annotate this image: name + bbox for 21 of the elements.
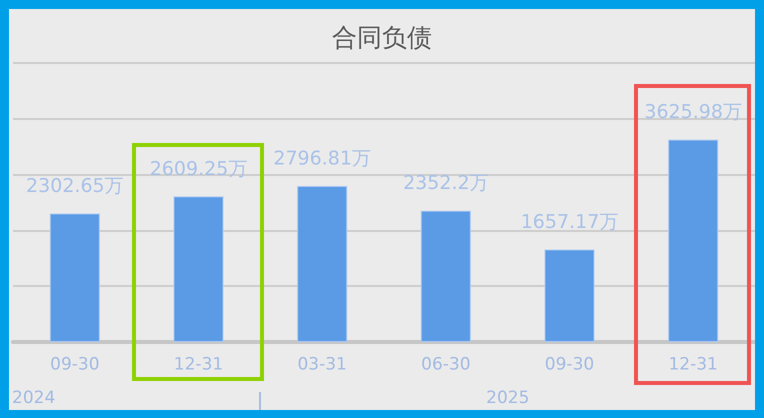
text: 2024 (12, 388, 56, 408)
bar (668, 140, 718, 342)
data-label: 2609.25万 (150, 158, 248, 180)
bar (50, 214, 100, 342)
x-tick-label: 12-31 (668, 354, 718, 374)
x-tick-label: 03-31 (297, 354, 347, 374)
text: 2025 (486, 388, 530, 408)
bar (544, 250, 594, 342)
x-tick-label: 06-30 (421, 354, 471, 374)
bar (174, 196, 224, 342)
x-tick-label: 09-30 (50, 354, 100, 374)
data-label: 2796.81万 (273, 147, 371, 170)
bar (420, 210, 471, 342)
x-tick-label: 09-30 (544, 354, 594, 374)
data-label: 2352.2万 (403, 172, 489, 194)
x-tick-label: 12-31 (174, 354, 224, 374)
data-label: 1657.17万 (520, 211, 618, 234)
data-label: 2302.65万 (26, 175, 124, 198)
chart-title: 合同负债 (332, 23, 432, 52)
data-label: 3625.98万 (644, 101, 742, 124)
bar (297, 186, 348, 342)
